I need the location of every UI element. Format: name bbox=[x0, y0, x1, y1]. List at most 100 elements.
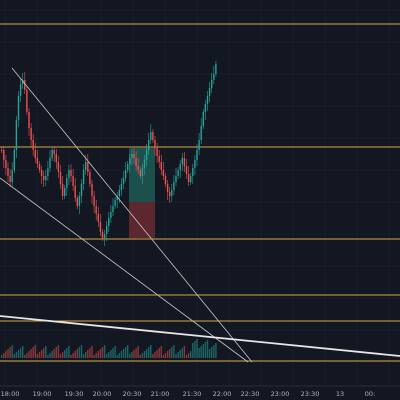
candle-body[interactable] bbox=[93, 196, 95, 206]
candle-body[interactable] bbox=[19, 84, 22, 96]
candle-body[interactable] bbox=[38, 164, 41, 170]
candle-body[interactable] bbox=[40, 170, 43, 176]
candle-body[interactable] bbox=[169, 192, 171, 196]
candle-body[interactable] bbox=[141, 168, 144, 176]
candle-body[interactable] bbox=[70, 170, 72, 176]
candle-body[interactable] bbox=[80, 184, 83, 196]
candle-body[interactable] bbox=[24, 80, 26, 90]
candle-body[interactable] bbox=[82, 170, 85, 184]
candle-body[interactable] bbox=[64, 188, 66, 196]
candle-body[interactable] bbox=[99, 222, 102, 232]
trendline-upper[interactable] bbox=[11, 67, 253, 363]
candle-body[interactable] bbox=[173, 182, 175, 190]
candle-body[interactable] bbox=[122, 178, 125, 184]
candle-body[interactable] bbox=[28, 112, 30, 128]
candle-body[interactable] bbox=[89, 172, 91, 184]
candle-body[interactable] bbox=[66, 178, 68, 188]
candle-body[interactable] bbox=[204, 104, 207, 112]
candle-body[interactable] bbox=[187, 174, 190, 182]
candle-body[interactable] bbox=[1, 150, 3, 151]
candle-body[interactable] bbox=[190, 176, 192, 182]
candle-body[interactable] bbox=[55, 154, 57, 162]
candle-body[interactable] bbox=[177, 170, 179, 176]
candle-body[interactable] bbox=[13, 150, 15, 170]
candle-body[interactable] bbox=[106, 226, 108, 234]
candle-body[interactable] bbox=[17, 96, 20, 120]
candle-body[interactable] bbox=[127, 164, 129, 170]
candle-body[interactable] bbox=[160, 162, 162, 170]
candle-body[interactable] bbox=[124, 170, 127, 178]
candle-body[interactable] bbox=[211, 80, 213, 88]
candle-body[interactable] bbox=[135, 158, 137, 166]
candle-body[interactable] bbox=[72, 176, 74, 186]
candle-body[interactable] bbox=[129, 158, 131, 164]
long-position-stop-zone[interactable] bbox=[129, 202, 155, 238]
candle-body[interactable] bbox=[53, 150, 55, 154]
candle-body[interactable] bbox=[154, 140, 156, 148]
long-position-tool[interactable] bbox=[129, 148, 155, 238]
candle-body[interactable] bbox=[30, 128, 32, 140]
candle-body[interactable] bbox=[5, 160, 7, 168]
candle-body[interactable] bbox=[131, 154, 133, 158]
candle-body[interactable] bbox=[57, 162, 60, 172]
candle-body[interactable] bbox=[162, 170, 165, 176]
candle-body[interactable] bbox=[185, 166, 188, 174]
candle-body[interactable] bbox=[215, 64, 217, 74]
candle-body[interactable] bbox=[59, 172, 62, 184]
candle-body[interactable] bbox=[133, 154, 135, 158]
candle-body[interactable] bbox=[179, 164, 181, 170]
candle-body[interactable] bbox=[143, 160, 146, 168]
candle-body[interactable] bbox=[34, 150, 36, 158]
candle-body[interactable] bbox=[110, 212, 112, 218]
candle-body[interactable] bbox=[192, 168, 194, 176]
candle-body[interactable] bbox=[152, 132, 154, 140]
candle-body[interactable] bbox=[196, 150, 198, 160]
candle-body[interactable] bbox=[166, 184, 169, 192]
candle-body[interactable] bbox=[47, 168, 49, 176]
candle-body[interactable] bbox=[74, 186, 76, 198]
candle-body[interactable] bbox=[206, 96, 209, 104]
candle-body[interactable] bbox=[91, 184, 93, 196]
candle-body[interactable] bbox=[194, 160, 196, 168]
candle-body[interactable] bbox=[150, 132, 152, 140]
candle-body[interactable] bbox=[26, 90, 28, 112]
candle-body[interactable] bbox=[116, 196, 118, 200]
candle-body[interactable] bbox=[208, 88, 211, 96]
candle-body[interactable] bbox=[49, 158, 51, 168]
candle-body[interactable] bbox=[108, 218, 110, 226]
candle-body[interactable] bbox=[22, 80, 24, 84]
candle-body[interactable] bbox=[101, 232, 104, 238]
candle-body[interactable] bbox=[200, 126, 202, 140]
time-axis[interactable]: 18:00 19:00 19:30 20:00 20:30 21:00 21:30 22:00… bbox=[1, 390, 376, 398]
candle-body[interactable] bbox=[36, 158, 39, 164]
candle-body[interactable] bbox=[139, 170, 141, 176]
candle-body[interactable] bbox=[45, 176, 47, 180]
candle-body[interactable] bbox=[61, 184, 64, 196]
trendline-long[interactable] bbox=[0, 315, 400, 357]
horizontal-levels[interactable] bbox=[0, 23, 400, 362]
candle-body[interactable] bbox=[120, 184, 123, 190]
candle-body[interactable] bbox=[51, 150, 53, 158]
candle-body[interactable] bbox=[3, 150, 5, 160]
candlestick-series[interactable] bbox=[1, 61, 217, 246]
candle-body[interactable] bbox=[164, 176, 167, 184]
candle-body[interactable] bbox=[175, 176, 177, 182]
candle-body[interactable] bbox=[76, 198, 78, 206]
candle-body[interactable] bbox=[15, 120, 18, 150]
candle-body[interactable] bbox=[97, 214, 99, 222]
candle-body[interactable] bbox=[202, 112, 204, 126]
candle-body[interactable] bbox=[213, 74, 215, 80]
candle-body[interactable] bbox=[118, 190, 120, 196]
candle-body[interactable] bbox=[32, 140, 34, 150]
candle-body[interactable] bbox=[68, 170, 70, 178]
candle-body[interactable] bbox=[112, 206, 114, 212]
candle-body[interactable] bbox=[103, 234, 106, 238]
candle-body[interactable] bbox=[9, 176, 11, 182]
candle-body[interactable] bbox=[156, 148, 158, 156]
candle-body[interactable] bbox=[78, 196, 81, 206]
candle-body[interactable] bbox=[181, 158, 183, 164]
candle-body[interactable] bbox=[43, 176, 45, 180]
candle-body[interactable] bbox=[7, 168, 9, 176]
candle-body[interactable] bbox=[11, 170, 13, 182]
